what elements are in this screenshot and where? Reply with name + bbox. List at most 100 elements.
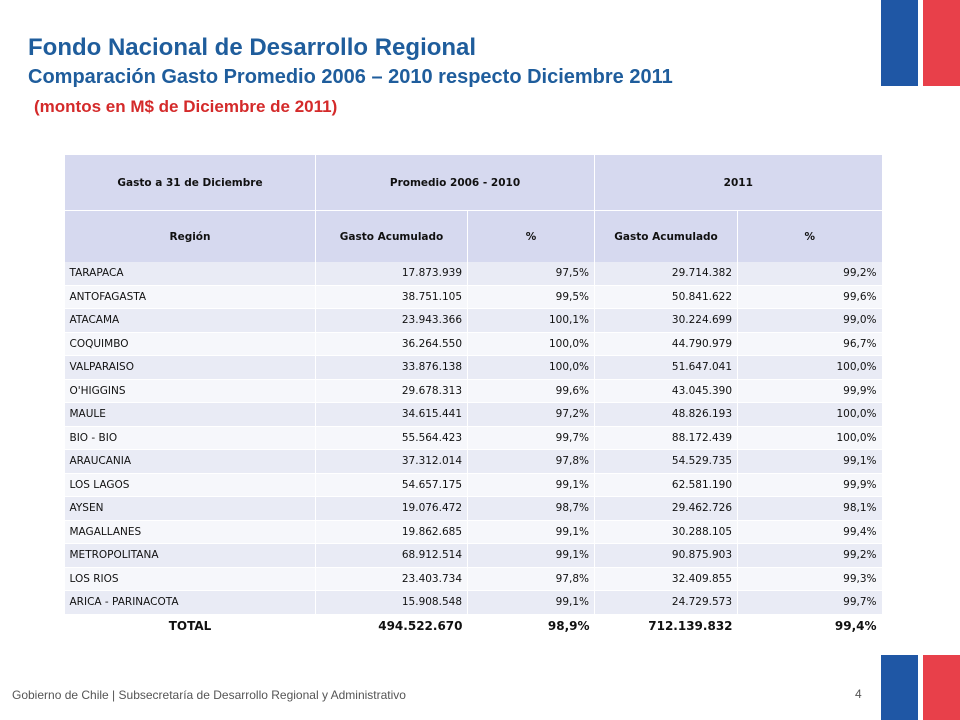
region-cell: METROPOLITANA — [64, 543, 316, 568]
region-cell: TARAPACA — [64, 262, 316, 286]
gasto-promedio-cell: 19.862.685 — [315, 520, 468, 544]
region-cell: MAGALLANES — [64, 520, 316, 544]
pct-promedio-cell: 99,1% — [466, 590, 595, 615]
page-number: 4 — [855, 687, 862, 701]
subheader-pct-promedio: % — [466, 210, 595, 262]
gasto-2011-cell: 32.409.855 — [594, 567, 738, 591]
gasto-2011-cell: 30.288.105 — [594, 520, 738, 544]
pct-2011-cell: 99,3% — [737, 567, 882, 591]
pct-promedio-cell: 99,1% — [466, 520, 595, 544]
flag-blue-stripe — [881, 0, 918, 86]
pct-2011-cell: 99,0% — [737, 308, 882, 333]
pct-2011-cell: 99,4% — [737, 520, 882, 544]
gasto-2011-cell: 48.826.193 — [594, 402, 738, 427]
gasto-promedio-cell: 37.312.014 — [315, 449, 468, 474]
region-cell: MAULE — [64, 402, 316, 427]
gasto-promedio-cell: 68.912.514 — [315, 543, 468, 568]
footer-text: Gobierno de Chile | Subsecretaría de Des… — [12, 688, 406, 702]
gasto-2011-cell: 88.172.439 — [594, 426, 738, 450]
gasto-promedio-cell: 38.751.105 — [315, 285, 468, 309]
table-header-row: Gasto a 31 de Diciembre Promedio 2006 - … — [64, 155, 882, 211]
spending-table: Gasto a 31 de Diciembre Promedio 2006 - … — [64, 155, 882, 637]
pct-promedio-cell: 100,0% — [466, 355, 595, 380]
flag-red-stripe — [923, 0, 960, 86]
pct-2011-cell: 100,0% — [737, 355, 882, 380]
pct-2011-cell: 99,2% — [737, 543, 882, 568]
gasto-promedio-cell: 19.076.472 — [315, 496, 468, 521]
pct-promedio-cell: 99,1% — [466, 543, 595, 568]
total-pct-promedio: 98,9% — [467, 614, 595, 637]
flag-blue-stripe — [881, 655, 918, 720]
region-cell: LOS RIOS — [64, 567, 316, 591]
gasto-2011-cell: 24.729.573 — [594, 590, 738, 615]
region-cell: COQUIMBO — [64, 332, 316, 356]
pct-promedio-cell: 99,5% — [466, 285, 595, 309]
gasto-2011-cell: 29.462.726 — [594, 496, 738, 521]
table-row: ARAUCANIA 37.312.014 97,8% 54.529.735 99,1% — [64, 449, 882, 474]
subheader-region: Región — [64, 210, 316, 262]
flag-white-stripe — [918, 655, 923, 720]
gasto-promedio-cell: 23.403.734 — [315, 567, 468, 591]
gasto-2011-cell: 44.790.979 — [594, 332, 738, 356]
gasto-2011-cell: 50.841.622 — [594, 285, 738, 309]
gasto-promedio-cell: 33.876.138 — [315, 355, 468, 380]
pct-promedio-cell: 97,8% — [466, 449, 595, 474]
gasto-2011-cell: 29.714.382 — [594, 262, 738, 286]
pct-promedio-cell: 98,7% — [466, 496, 595, 521]
region-cell: BIO - BIO — [64, 426, 316, 450]
subheader-gasto-2011: Gasto Acumulado — [594, 210, 738, 262]
units-note: (montos en M$ de Diciembre de 2011) — [34, 97, 338, 116]
pct-promedio-cell: 99,1% — [466, 473, 595, 497]
table-row: ATACAMA 23.943.366 100,1% 30.224.699 99,0% — [64, 308, 882, 333]
gasto-2011-cell: 90.875.903 — [594, 543, 738, 568]
pct-2011-cell: 99,1% — [737, 449, 882, 474]
region-cell: ANTOFAGASTA — [64, 285, 316, 309]
pct-promedio-cell: 97,8% — [466, 567, 595, 591]
gasto-promedio-cell: 54.657.175 — [315, 473, 468, 497]
table-row: O'HIGGINS 29.678.313 99,6% 43.045.390 99,9% — [64, 379, 882, 403]
chile-flag-top — [881, 0, 960, 86]
region-cell: ATACAMA — [64, 308, 316, 333]
page-subtitle: Comparación Gasto Promedio 2006 – 2010 r… — [28, 66, 673, 88]
table-row: VALPARAISO 33.876.138 100,0% 51.647.041 100,… — [64, 355, 882, 380]
pct-promedio-cell: 100,0% — [466, 332, 595, 356]
flag-red-stripe — [923, 655, 960, 720]
total-gasto-promedio: 494.522.670 — [315, 614, 468, 637]
gasto-promedio-cell: 15.908.548 — [315, 590, 468, 615]
table-row: LOS LAGOS 54.657.175 99,1% 62.581.190 99,9% — [64, 473, 882, 497]
pct-2011-cell: 100,0% — [737, 402, 882, 427]
subheader-gasto-promedio: Gasto Acumulado — [315, 210, 468, 262]
pct-2011-cell: 99,9% — [737, 473, 882, 497]
gasto-promedio-cell: 17.873.939 — [315, 262, 468, 286]
gasto-2011-cell: 51.647.041 — [594, 355, 738, 380]
table-row: TARAPACA 17.873.939 97,5% 29.714.382 99,2% — [64, 262, 882, 286]
header-gasto-diciembre: Gasto a 31 de Diciembre — [64, 155, 316, 211]
pct-promedio-cell: 97,2% — [466, 402, 595, 427]
total-row: TOTAL 494.522.670 98,9% 712.139.832 99,4… — [64, 614, 882, 637]
table-row: MAULE 34.615.441 97,2% 48.826.193 100,0% — [64, 402, 882, 427]
table-row: METROPOLITANA 68.912.514 99,1% 90.875.903 99… — [64, 543, 882, 568]
total-label: TOTAL — [64, 614, 316, 637]
gasto-promedio-cell: 23.943.366 — [315, 308, 468, 333]
page-title: Fondo Nacional de Desarrollo Regional — [28, 34, 477, 61]
header-promedio: Promedio 2006 - 2010 — [314, 155, 595, 211]
table-row: MAGALLANES 19.862.685 99,1% 30.288.105 99,4% — [64, 520, 882, 544]
gasto-promedio-cell: 29.678.313 — [315, 379, 468, 403]
gasto-promedio-cell: 34.615.441 — [315, 402, 468, 427]
total-pct-2011: 99,4% — [737, 614, 882, 637]
subheader-pct-2011: % — [737, 210, 882, 262]
gasto-2011-cell: 43.045.390 — [594, 379, 738, 403]
gasto-promedio-cell: 55.564.423 — [315, 426, 468, 450]
region-cell: LOS LAGOS — [64, 473, 316, 497]
region-cell: O'HIGGINS — [64, 379, 316, 403]
header-2011: 2011 — [594, 155, 882, 211]
pct-2011-cell: 99,6% — [737, 285, 882, 309]
pct-promedio-cell: 97,5% — [466, 262, 595, 286]
region-cell: ARAUCANIA — [64, 449, 316, 474]
region-cell: AYSEN — [64, 496, 316, 521]
table-row: LOS RIOS 23.403.734 97,8% 32.409.855 99,3% — [64, 567, 882, 591]
table-subheader-row: Región Gasto Acumulado % Gasto Acumulado… — [64, 210, 882, 262]
pct-promedio-cell: 99,7% — [466, 426, 595, 450]
region-cell: VALPARAISO — [64, 355, 316, 380]
pct-promedio-cell: 99,6% — [466, 379, 595, 403]
